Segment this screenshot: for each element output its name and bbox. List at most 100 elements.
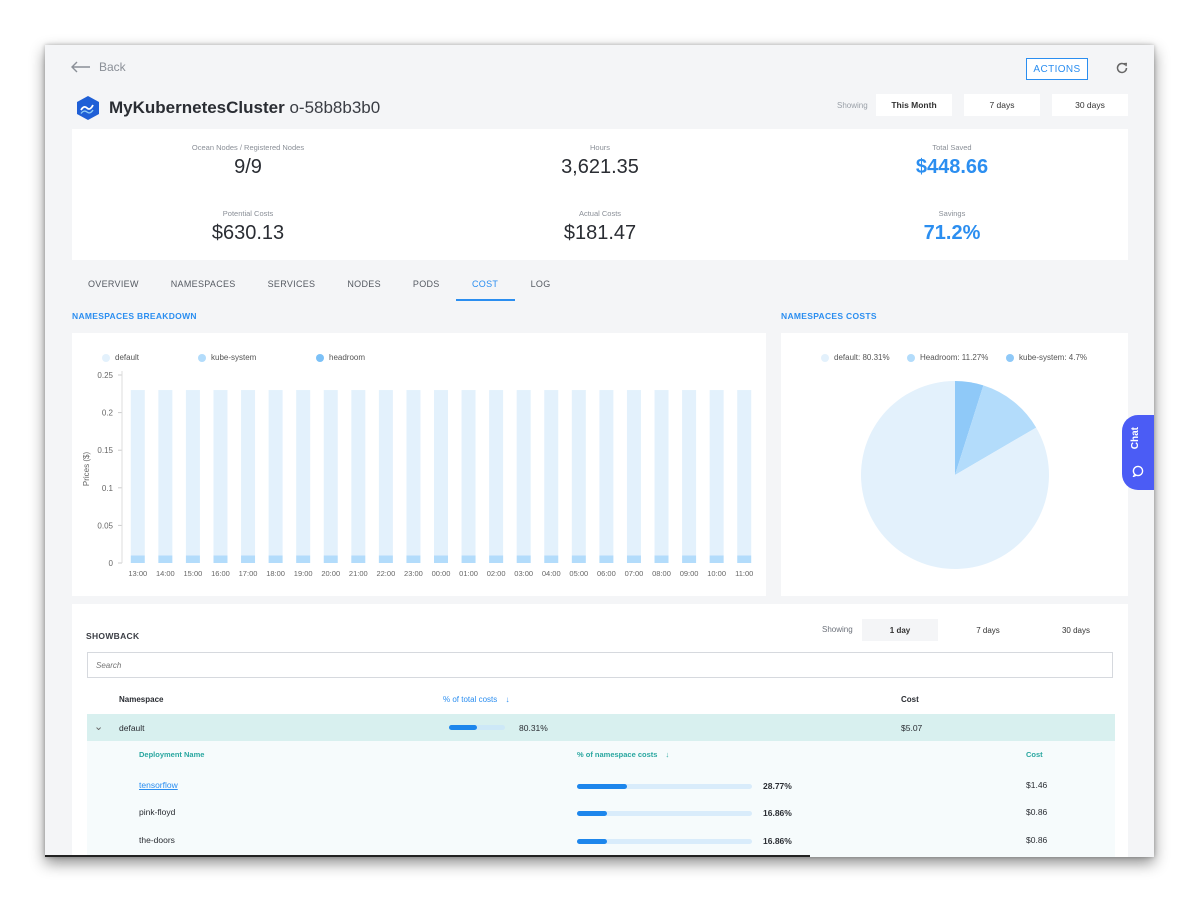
y-tick-label: 0 (109, 559, 114, 568)
showback-range-30-days[interactable]: 30 days (1038, 619, 1114, 641)
pie-legend-kube-system[interactable]: kube-system: 4.7% (1006, 353, 1087, 362)
bar-kube-system (158, 555, 173, 563)
x-tick-label: 00:00 (432, 569, 451, 578)
stat-total-saved: Total Saved $448.66 (915, 143, 989, 178)
legend-dot (821, 353, 829, 362)
arrow-left-icon (71, 61, 90, 73)
legend-kube-system[interactable]: kube-system (198, 353, 256, 362)
deployment-name: pink-floyd (139, 807, 176, 817)
chevron-down-icon[interactable]: ⌄ (94, 721, 104, 733)
page-title-row: MyKubernetesCluster o-58b8b3b0 (75, 95, 380, 121)
bar-default (654, 390, 669, 556)
bar-kube-system (709, 555, 724, 563)
legend-headroom[interactable]: headroom (316, 353, 365, 362)
y-tick-label: 0.2 (102, 409, 114, 418)
legend-dot (102, 353, 110, 362)
bar-default (323, 390, 338, 556)
pct-bar-fill (577, 784, 628, 789)
bar-default (351, 390, 366, 556)
tab-pods[interactable]: PODS (412, 279, 440, 289)
pie-slice-headroom[interactable] (955, 385, 1037, 475)
stat-ocean-nodes: Ocean Nodes / Registered Nodes 9/9 (191, 143, 305, 178)
stats-panel: Ocean Nodes / Registered Nodes 9/9 Hours… (72, 129, 1128, 260)
bar-kube-system (323, 555, 338, 563)
bar-default (130, 390, 145, 556)
chat-bubble-icon (1132, 465, 1144, 477)
legend-dot (1006, 353, 1014, 362)
x-tick-label: 06:00 (597, 569, 616, 578)
chat-button[interactable]: Chat (1122, 415, 1154, 490)
bar-kube-system (737, 555, 752, 563)
bar-default (406, 390, 421, 556)
bar-kube-system (241, 555, 256, 563)
breakdown-chart-panel: default kube-system headroom 0 0.05 0.1 0.1… (72, 333, 766, 596)
sub-col-cost-header[interactable]: Cost (1026, 750, 1043, 759)
bar-kube-system (489, 555, 504, 563)
pie-slice-default[interactable] (861, 381, 1049, 569)
back-button[interactable]: Back (71, 60, 126, 74)
col-cost-header[interactable]: Cost (901, 695, 919, 704)
pie-legend-default[interactable]: default: 80.31% (821, 353, 890, 362)
pct-bar-fill (449, 725, 477, 730)
tab-cost[interactable]: COST (455, 269, 515, 301)
bar-default (296, 390, 311, 556)
table-row-default[interactable]: ⌄ default 80.31% $5.07 (87, 714, 1115, 741)
tab-services[interactable]: SERVICES (267, 279, 316, 289)
x-tick-label: 03:00 (514, 569, 533, 578)
x-tick-label: 01:00 (459, 569, 478, 578)
pie-slice-kube-system[interactable] (955, 381, 984, 475)
pct-bar (577, 784, 752, 789)
bar-kube-system (544, 555, 559, 563)
bar-default (158, 390, 173, 556)
bar-default (461, 390, 476, 556)
bar-default (378, 390, 393, 556)
x-tick-label: 21:00 (349, 569, 368, 578)
bar-kube-system (434, 555, 448, 563)
legend-default[interactable]: default (102, 353, 139, 362)
showing-label: Showing (837, 101, 868, 110)
tab-log[interactable]: LOG (530, 279, 551, 289)
x-tick-label: 14:00 (156, 569, 175, 578)
stat-savings: Savings 71.2% (923, 209, 981, 244)
bar-default (434, 390, 448, 556)
range-7-days-button[interactable]: 7 days (964, 94, 1040, 116)
col-namespace-header[interactable]: Namespace (119, 695, 164, 704)
x-tick-label: 05:00 (569, 569, 588, 578)
deployment-pct: 16.86% (763, 836, 792, 846)
tab-nodes[interactable]: NODES (347, 279, 381, 289)
stat-actual-costs: Actual Costs $181.47 (563, 209, 637, 244)
namespace-name: default (119, 723, 145, 733)
col-pct-total-header[interactable]: % of total costs ↓ (443, 695, 510, 704)
x-tick-label: 19:00 (294, 569, 313, 578)
tab-namespaces[interactable]: NAMESPACES (170, 279, 236, 289)
bar-kube-system (130, 555, 145, 563)
sort-down-icon: ↓ (505, 695, 510, 704)
bar-default (268, 390, 283, 556)
bar-kube-system (351, 555, 366, 563)
pie-legend-headroom[interactable]: Headroom: 11.27% (907, 353, 988, 362)
bar-default (241, 390, 256, 556)
bar-kube-system (406, 555, 421, 563)
tab-overview[interactable]: OVERVIEW (88, 279, 139, 289)
search-input[interactable] (87, 652, 1113, 678)
bar-default (709, 390, 724, 556)
showback-range-7-days[interactable]: 7 days (950, 619, 1026, 641)
x-tick-label: 16:00 (211, 569, 230, 578)
refresh-icon[interactable] (1115, 61, 1129, 75)
range-this-month-button[interactable]: This Month (876, 94, 952, 116)
sub-col-pct-header[interactable]: % of namespace costs ↓ (577, 750, 670, 759)
sub-col-deployment-header[interactable]: Deployment Name (139, 750, 205, 759)
deployment-name[interactable]: tensorflow (139, 780, 178, 790)
page-title: MyKubernetesCluster o-58b8b3b0 (109, 98, 381, 117)
bar-default (544, 390, 559, 556)
bar-default (737, 390, 752, 556)
x-tick-label: 08:00 (652, 569, 671, 578)
bar-default (516, 390, 531, 556)
showback-range-1-day[interactable]: 1 day (862, 619, 938, 641)
actions-button[interactable]: ACTIONS (1026, 58, 1088, 80)
breakdown-title: NAMESPACES BREAKDOWN (72, 311, 197, 321)
y-tick-label: 0.25 (97, 371, 113, 380)
bar-default (682, 390, 697, 556)
range-30-days-button[interactable]: 30 days (1052, 94, 1128, 116)
bar-default (213, 390, 228, 556)
